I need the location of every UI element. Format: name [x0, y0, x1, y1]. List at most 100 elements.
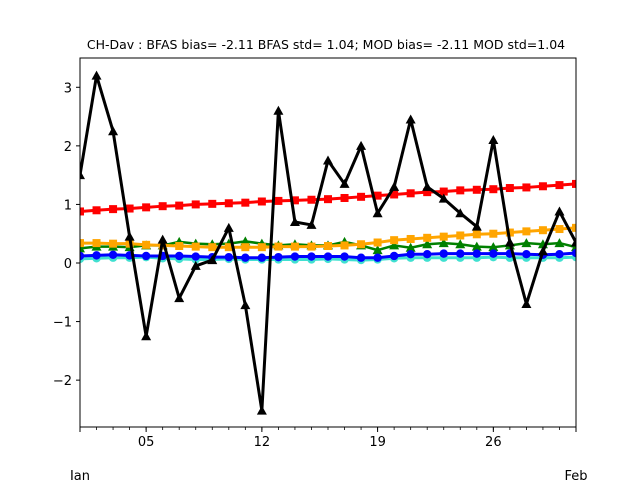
data-point — [240, 300, 251, 310]
data-point — [554, 206, 565, 216]
data-point — [571, 248, 576, 258]
data-point — [538, 182, 547, 191]
data-point — [522, 183, 531, 192]
data-point — [389, 181, 400, 191]
data-point — [290, 196, 299, 205]
data-point — [423, 250, 432, 259]
data-point — [372, 208, 383, 218]
data-point — [109, 239, 118, 248]
data-point — [488, 242, 499, 252]
data-point — [456, 186, 465, 195]
data-point — [390, 190, 399, 199]
x-axis: 05 12 19 26 Jan Feb — [69, 427, 588, 480]
data-point — [257, 253, 267, 262]
data-point — [555, 250, 564, 259]
data-point — [555, 225, 564, 234]
data-point — [504, 237, 515, 247]
series-3 — [80, 179, 576, 216]
data-point — [357, 192, 366, 201]
data-point — [373, 238, 382, 247]
data-point — [537, 246, 548, 256]
data-point — [423, 188, 432, 197]
series-5 — [80, 70, 576, 415]
data-point — [439, 232, 448, 241]
data-point — [356, 253, 366, 262]
data-point — [439, 187, 448, 196]
data-point — [191, 242, 200, 251]
data-point — [489, 249, 498, 258]
data-point — [125, 204, 134, 213]
data-point — [141, 331, 152, 341]
y-axis: −2 −1 0 1 2 3 — [53, 81, 80, 389]
data-point — [80, 239, 84, 248]
data-point — [455, 239, 466, 249]
data-point — [323, 155, 333, 165]
x-tick-label: 12 — [254, 435, 271, 450]
data-point — [240, 236, 251, 246]
data-point — [174, 293, 185, 303]
data-point — [389, 251, 399, 261]
data-point — [289, 217, 300, 226]
data-point — [307, 195, 316, 204]
data-point — [109, 205, 118, 214]
data-point — [522, 227, 531, 236]
data-point — [208, 243, 217, 252]
data-point — [80, 207, 84, 216]
data-point — [141, 251, 151, 261]
data-point — [323, 252, 333, 261]
data-point — [456, 249, 465, 258]
data-point — [273, 105, 284, 115]
data-point — [356, 140, 367, 150]
data-point — [340, 252, 349, 261]
data-point — [306, 219, 317, 229]
data-point — [91, 70, 102, 80]
data-point — [572, 179, 576, 188]
data-point — [554, 238, 565, 248]
data-point — [373, 253, 382, 262]
data-point — [406, 250, 415, 259]
series-layer — [80, 70, 576, 415]
data-point — [505, 228, 514, 237]
data-point — [406, 189, 415, 198]
data-point — [157, 234, 168, 244]
data-point — [405, 242, 416, 252]
data-point — [357, 240, 366, 249]
data-point — [80, 251, 85, 261]
data-point — [456, 231, 465, 240]
data-point — [340, 241, 349, 250]
chart-title: CH-Dav : BFAS bias= -2.11 BFAS std= 1.04… — [87, 37, 565, 52]
data-point — [472, 185, 481, 194]
data-point — [142, 240, 151, 249]
data-point — [372, 245, 383, 255]
data-point — [405, 114, 416, 124]
data-point — [241, 253, 250, 262]
data-point — [92, 206, 101, 215]
data-point — [108, 126, 119, 136]
data-point — [175, 201, 184, 210]
series-4 — [80, 248, 576, 262]
data-point — [505, 184, 514, 193]
data-point — [373, 191, 382, 200]
data-point — [521, 299, 532, 308]
data-point — [307, 252, 316, 261]
data-point — [471, 241, 482, 251]
data-point — [455, 208, 466, 218]
y-tick-label: 1 — [64, 198, 72, 213]
data-point — [389, 240, 400, 250]
y-tick-label: 0 — [64, 257, 72, 272]
data-point — [158, 202, 167, 211]
data-point — [124, 231, 135, 241]
data-point — [489, 229, 498, 238]
data-point — [191, 200, 200, 209]
data-point — [522, 250, 531, 259]
data-point — [422, 239, 433, 249]
x-month-label: Jan — [69, 469, 90, 480]
data-point — [472, 230, 481, 239]
y-tick-label: 2 — [64, 140, 72, 155]
data-point — [191, 252, 200, 261]
data-point — [324, 195, 332, 204]
x-tick-label: 05 — [138, 435, 155, 450]
data-point — [572, 223, 576, 232]
data-point — [406, 234, 415, 243]
data-point — [142, 203, 151, 212]
